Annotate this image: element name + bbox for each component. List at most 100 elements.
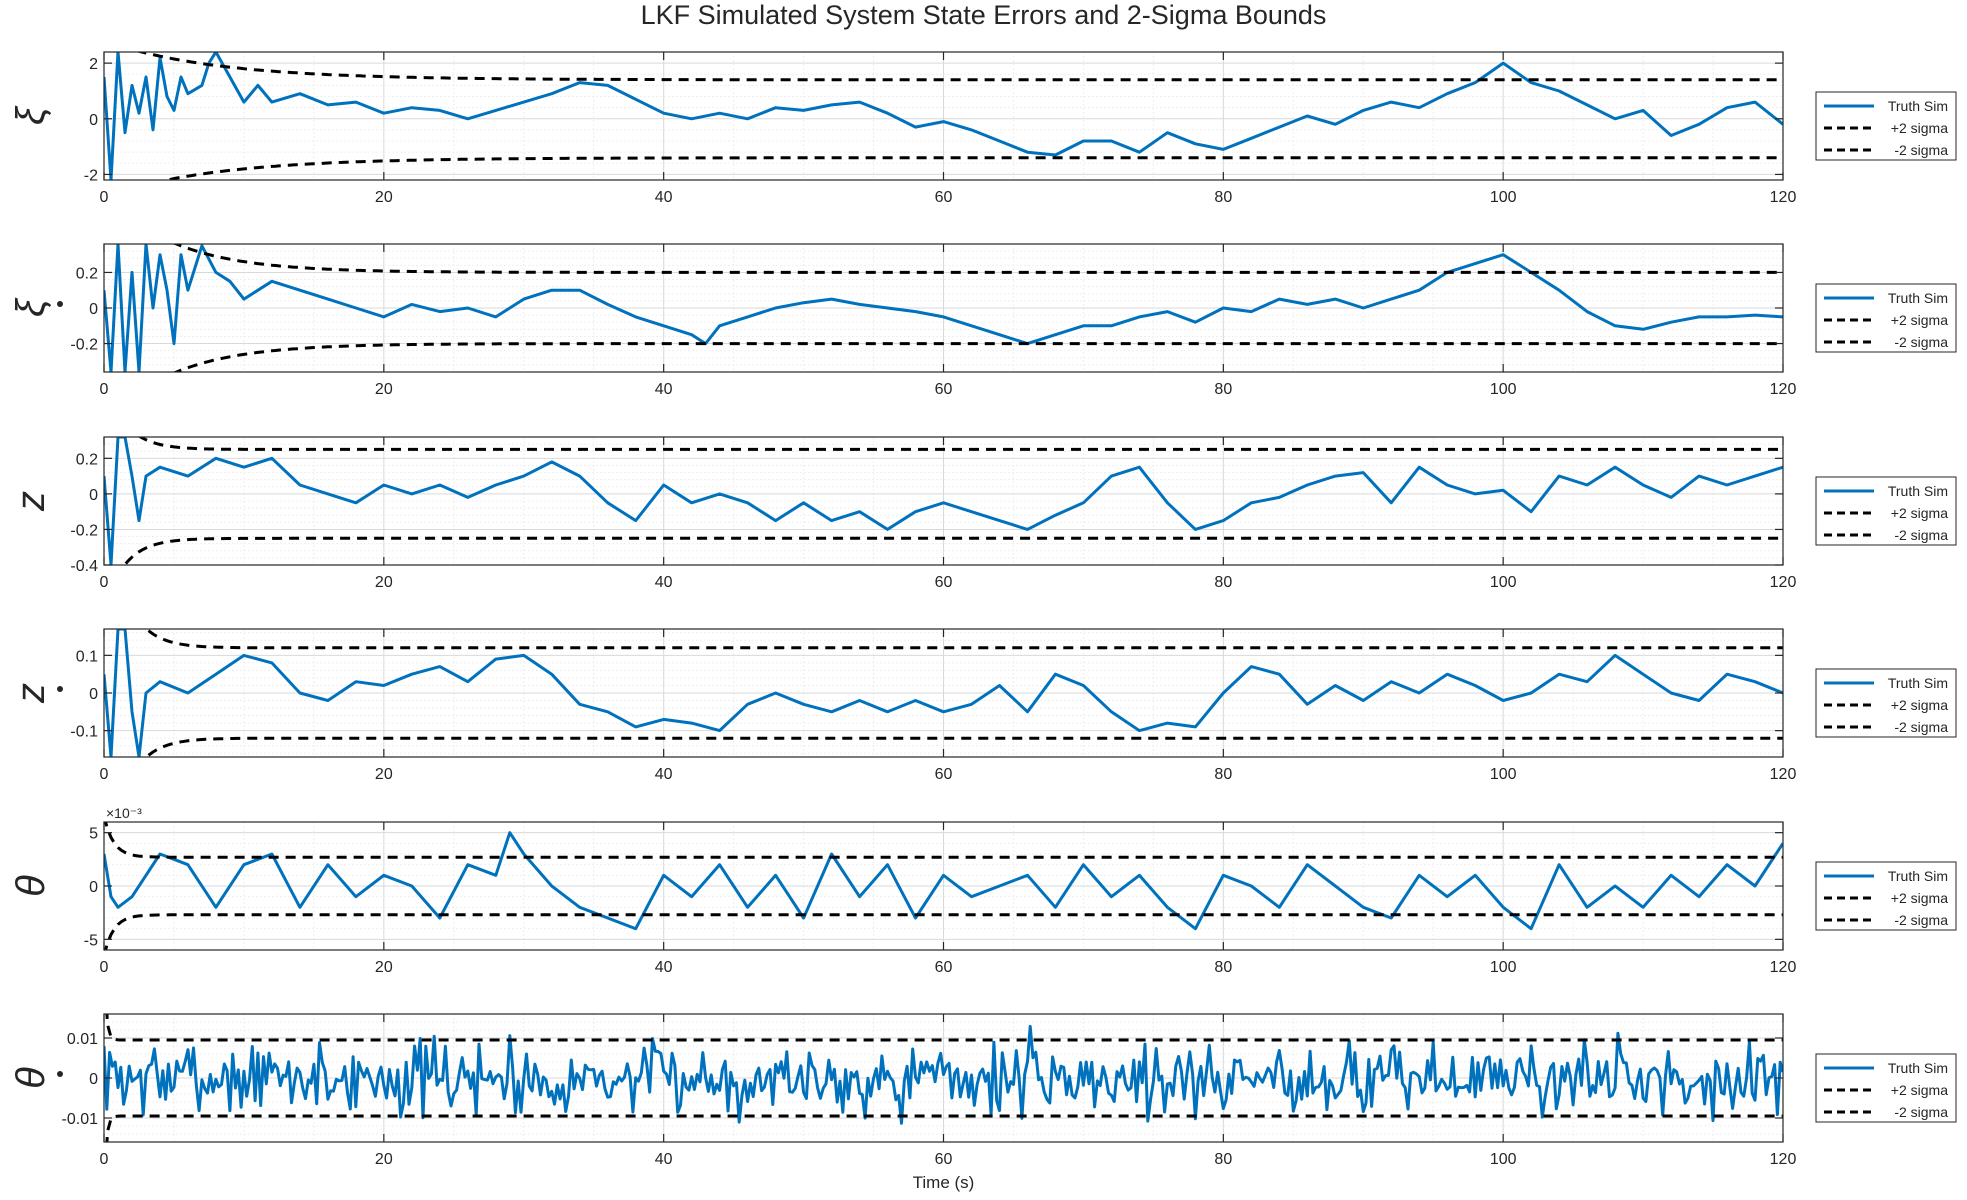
plus-2-sigma-line: [137, 437, 1783, 451]
y-tick-label: 0.2: [76, 451, 98, 468]
legend-truth-label: Truth Sim: [1888, 290, 1948, 306]
subplot-5: 0 20 40 60 80 100 120-505×10⁻³θ Truth Sim+2 sig…: [9, 805, 1957, 976]
x-tick-label: 40: [655, 959, 673, 976]
subplot-2: 0 20 40 60 80 100 120 -0.2 0 0.2 ξ Truth Sim +2 sigm…: [9, 243, 1957, 398]
y-axis-label: z: [9, 491, 53, 512]
y-tick-label: -5: [84, 932, 98, 949]
x-tick-label: 100: [1490, 959, 1517, 976]
x-axis-label: Time (s): [913, 1173, 975, 1192]
y-tick-label: -0.4: [70, 558, 98, 575]
x-tick-label: 80: [1214, 574, 1232, 591]
y-axis-label: z: [9, 683, 53, 704]
legend-truth-label: Truth Sim: [1888, 98, 1948, 114]
y-axis-label: ξ: [9, 105, 53, 125]
legend-minus-2-sigma-label: -2 sigma: [1894, 334, 1948, 350]
chart-title: LKF Simulated System State Errors and 2-…: [640, 0, 1327, 30]
y-axis-label: θ: [9, 1067, 53, 1089]
x-tick-label: 0: [100, 381, 109, 398]
legend-truth-label: Truth Sim: [1888, 483, 1948, 499]
y-tick-label: 5: [89, 826, 98, 843]
truth-series-line: [104, 52, 1783, 180]
minus-2-sigma-line: [159, 156, 1783, 180]
x-tick-label: 60: [935, 381, 953, 398]
legend-plus-2-sigma-label: +2 sigma: [1891, 890, 1948, 906]
x-tick-label: 40: [655, 381, 673, 398]
plus-2-sigma-line: [172, 244, 1783, 274]
y-tick-label: -0.1: [70, 724, 98, 741]
x-tick-label: 120: [1770, 1151, 1797, 1168]
y-tick-label: 0.1: [76, 648, 98, 665]
grid: [103, 436, 1784, 566]
legend-minus-2-sigma-label: -2 sigma: [1894, 527, 1948, 543]
x-tick-label: 80: [1214, 959, 1232, 976]
legend-truth-label: Truth Sim: [1888, 675, 1948, 691]
truth-series-line: [104, 629, 1783, 757]
grid: [103, 821, 1784, 951]
legend: Truth Sim +2 sigma -2 sigma: [1815, 861, 1957, 931]
y-tick-label: 0: [89, 112, 98, 129]
x-tick-label: 80: [1214, 1151, 1232, 1168]
x-tick-label: 0: [100, 574, 109, 591]
x-tick-label: 40: [655, 1151, 673, 1168]
x-tick-label: 60: [935, 766, 953, 783]
legend-plus-2-sigma-label: +2 sigma: [1891, 312, 1948, 328]
y-tick-label: 0: [89, 1071, 98, 1088]
x-tick-label: 80: [1214, 381, 1232, 398]
truth-series-line: [104, 1024, 1783, 1125]
y-exponent-label: ×10⁻³: [106, 805, 142, 821]
y-tick-label: 0: [89, 487, 98, 504]
legend-minus-2-sigma-label: -2 sigma: [1894, 719, 1948, 735]
legend: Truth Sim +2 sigma -2 sigma: [1815, 476, 1957, 546]
x-tick-label: 0: [100, 1151, 109, 1168]
subplot-3: 0 20 40 60 80 100 120 -0.4 -0.2 0 0.2 z Truth Sim +2 …: [9, 436, 1957, 591]
y-tick-label: 0: [89, 301, 98, 318]
x-tick-label: 100: [1490, 189, 1517, 206]
truth-series-line: [104, 831, 1783, 931]
legend-truth-label: Truth Sim: [1888, 868, 1948, 884]
y-axis-label-dot: [57, 686, 63, 692]
x-tick-label: 120: [1770, 766, 1797, 783]
x-tick-label: 60: [935, 189, 953, 206]
x-tick-label: 20: [375, 189, 393, 206]
plus-2-sigma-line: [135, 52, 1783, 82]
x-tick-label: 20: [375, 381, 393, 398]
x-tick-label: 40: [655, 574, 673, 591]
x-tick-label: 120: [1770, 574, 1797, 591]
x-tick-label: 20: [375, 959, 393, 976]
y-tick-label: 0: [89, 686, 98, 703]
x-tick-label: 60: [935, 1151, 953, 1168]
legend-truth-label: Truth Sim: [1888, 1060, 1948, 1076]
y-axis-label-dot: [57, 1071, 63, 1077]
subplot-4: 0 20 40 60 80 100 120 -0.1 0 0.1 z Truth Sim +2 sigm…: [9, 628, 1957, 783]
y-tick-label: 0: [89, 879, 98, 896]
minus-2-sigma-line: [144, 736, 1783, 757]
x-tick-label: 0: [100, 959, 109, 976]
x-tick-label: 20: [375, 766, 393, 783]
x-tick-label: 100: [1490, 381, 1517, 398]
x-tick-label: 0: [100, 766, 109, 783]
x-tick-label: 80: [1214, 766, 1232, 783]
x-tick-label: 20: [375, 1151, 393, 1168]
y-tick-label: -0.01: [62, 1111, 99, 1128]
x-tick-label: 120: [1770, 959, 1797, 976]
y-axis-label-dot: [57, 301, 63, 307]
truth-series-line: [104, 437, 1783, 565]
grid: [103, 1013, 1784, 1143]
minus-2-sigma-line: [122, 536, 1783, 565]
x-tick-label: 80: [1214, 189, 1232, 206]
y-tick-label: 0.2: [76, 265, 98, 282]
legend-plus-2-sigma-label: +2 sigma: [1891, 697, 1948, 713]
y-tick-label: 0.01: [67, 1031, 98, 1048]
x-tick-label: 20: [375, 574, 393, 591]
x-tick-label: 40: [655, 766, 673, 783]
x-tick-label: 60: [935, 959, 953, 976]
legend: Truth Sim +2 sigma -2 sigma: [1815, 283, 1957, 353]
y-axis-label: ξ: [9, 297, 53, 317]
x-tick-label: 100: [1490, 1151, 1517, 1168]
plus-2-sigma-line: [144, 629, 1783, 650]
x-tick-label: 120: [1770, 189, 1797, 206]
x-tick-label: 120: [1770, 381, 1797, 398]
